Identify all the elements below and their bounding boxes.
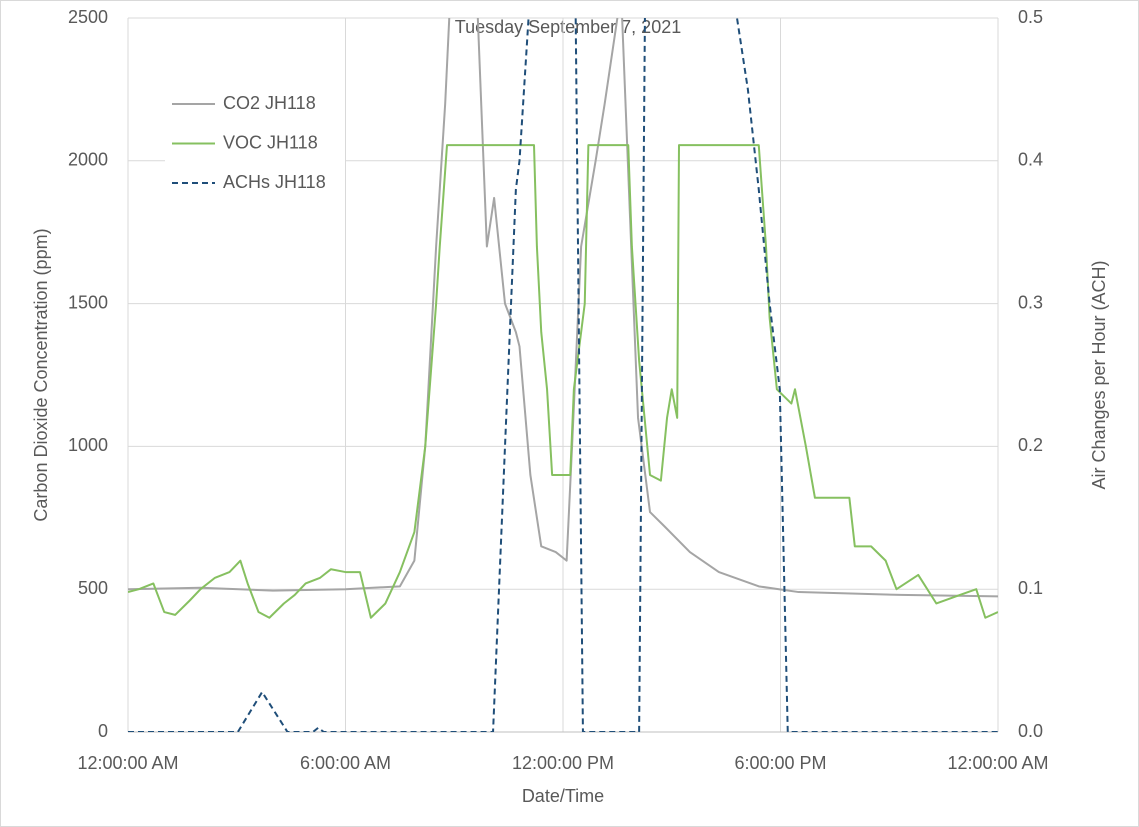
y2-tick-label: 0.5: [1018, 7, 1043, 27]
y-axis-label: Carbon Dioxide Concentration (ppm): [31, 228, 51, 521]
y2-tick-label: 0.4: [1018, 150, 1043, 170]
y-tick-label: 2500: [68, 7, 108, 27]
x-tick-label: 6:00:00 AM: [300, 753, 391, 773]
x-axis-label: Date/Time: [522, 786, 604, 806]
y2-tick-label: 0.1: [1018, 578, 1043, 598]
series-line: [128, 18, 998, 732]
series-line: [128, 144, 998, 619]
y-tick-label: 2000: [68, 150, 108, 170]
y2-tick-label: 0.3: [1018, 292, 1043, 312]
plot-area: [128, 18, 998, 732]
legend-label: VOC JH118: [223, 132, 318, 152]
legend: CO2 JH118 VOC JH118 ACHs JH118: [165, 84, 345, 202]
legend-label: CO2 JH118: [223, 93, 316, 113]
y-tick-label: 1000: [68, 435, 108, 455]
y2-tick-label: 0.0: [1018, 721, 1043, 741]
x-tick-label: 12:00:00 AM: [947, 753, 1048, 773]
x-tick-label: 6:00:00 PM: [734, 753, 826, 773]
y-tick-label: 500: [78, 578, 108, 598]
legend-label: ACHs JH118: [223, 172, 326, 192]
y2-tick-label: 0.2: [1018, 435, 1043, 455]
x-tick-label: 12:00:00 AM: [77, 753, 178, 773]
y-tick-label: 0: [98, 721, 108, 741]
y2-axis-label: Air Changes per Hour (ACH): [1089, 260, 1109, 489]
x-tick-label: 12:00:00 PM: [512, 753, 614, 773]
y-tick-label: 1500: [68, 292, 108, 312]
chart-title: Tuesday September 7, 2021: [455, 17, 681, 37]
